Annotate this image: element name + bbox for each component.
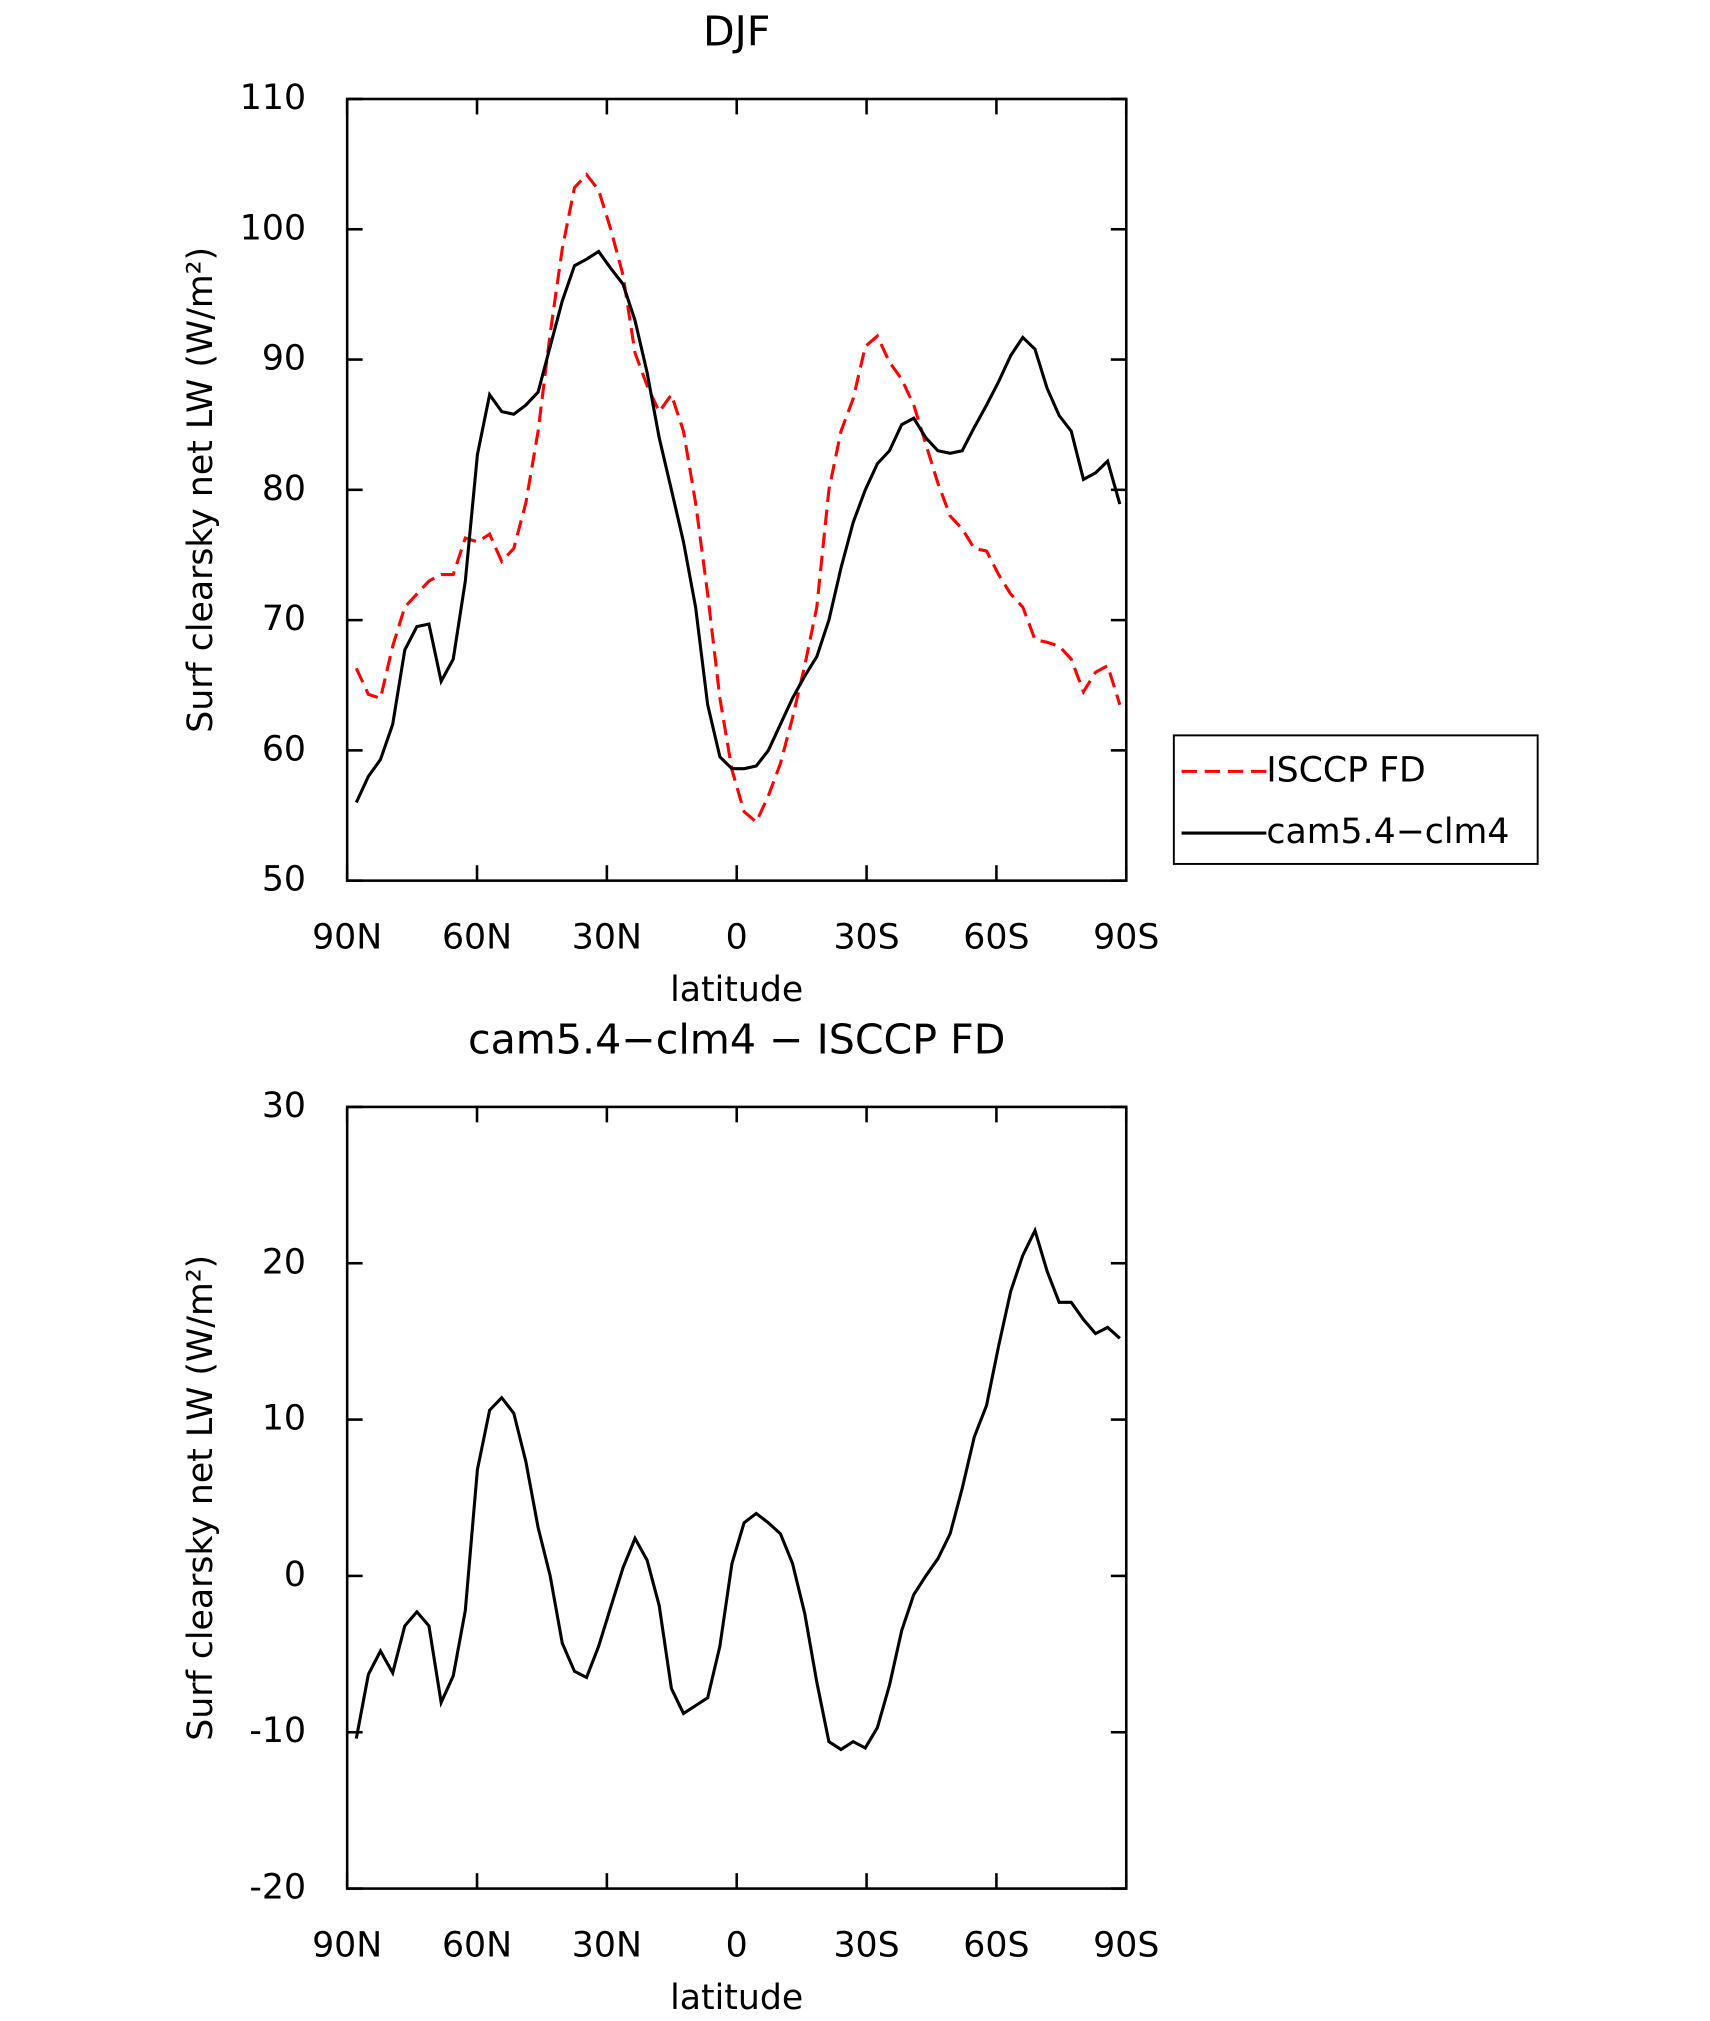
y-tick-label: 0	[284, 1555, 306, 1595]
chart-title: DJF	[703, 8, 770, 56]
data-line	[354, 1226, 1121, 1752]
y-tick-label: 90	[262, 339, 306, 379]
x-axis-label: latitude	[670, 1978, 803, 2018]
x-tick-label: 0	[726, 1925, 748, 1965]
y-tick-label: 50	[262, 860, 306, 900]
data-line	[354, 249, 1122, 804]
x-tick-label: 60S	[963, 1925, 1029, 1965]
y-tick-label: 60	[262, 729, 306, 769]
x-tick-label: 90S	[1093, 1925, 1159, 1965]
y-axis-label: Surf clearsky net LW (W/m²)	[181, 247, 221, 733]
x-axis-label: latitude	[670, 970, 803, 1010]
legend-box	[1172, 734, 1539, 865]
chart-title: cam5.4−clm4 − ISCCP FD	[468, 1016, 1005, 1064]
x-tick-label: 60N	[442, 918, 512, 958]
x-tick-label: 90S	[1093, 918, 1159, 958]
plot-frame	[345, 1105, 1128, 1890]
x-tick-label: 60S	[963, 918, 1029, 958]
y-tick-label: 30	[262, 1086, 306, 1126]
y-tick-label: -10	[249, 1711, 306, 1751]
data-line	[354, 172, 1122, 825]
x-tick-label: 0	[726, 918, 748, 958]
x-tick-label: 30N	[572, 1925, 642, 1965]
x-tick-label: 30S	[833, 918, 899, 958]
y-axis-label: Surf clearsky net LW (W/m²)	[181, 1255, 221, 1741]
y-tick-label: 110	[240, 78, 306, 118]
legend-label: ISCCP FD	[1266, 750, 1425, 790]
y-tick-label: 70	[262, 599, 306, 639]
y-tick-label: 100	[240, 208, 306, 248]
x-tick-label: 30N	[572, 918, 642, 958]
x-tick-label: 30S	[833, 1925, 899, 1965]
plot-frame	[345, 97, 1128, 882]
y-tick-label: 80	[262, 469, 306, 509]
x-tick-label: 90N	[312, 1925, 382, 1965]
y-tick-label: 10	[262, 1399, 306, 1439]
legend-label: cam5.4−clm4	[1266, 812, 1509, 852]
x-tick-label: 90N	[312, 918, 382, 958]
y-tick-label: -20	[249, 1868, 306, 1908]
y-tick-label: 20	[262, 1242, 306, 1282]
x-tick-label: 60N	[442, 1925, 512, 1965]
